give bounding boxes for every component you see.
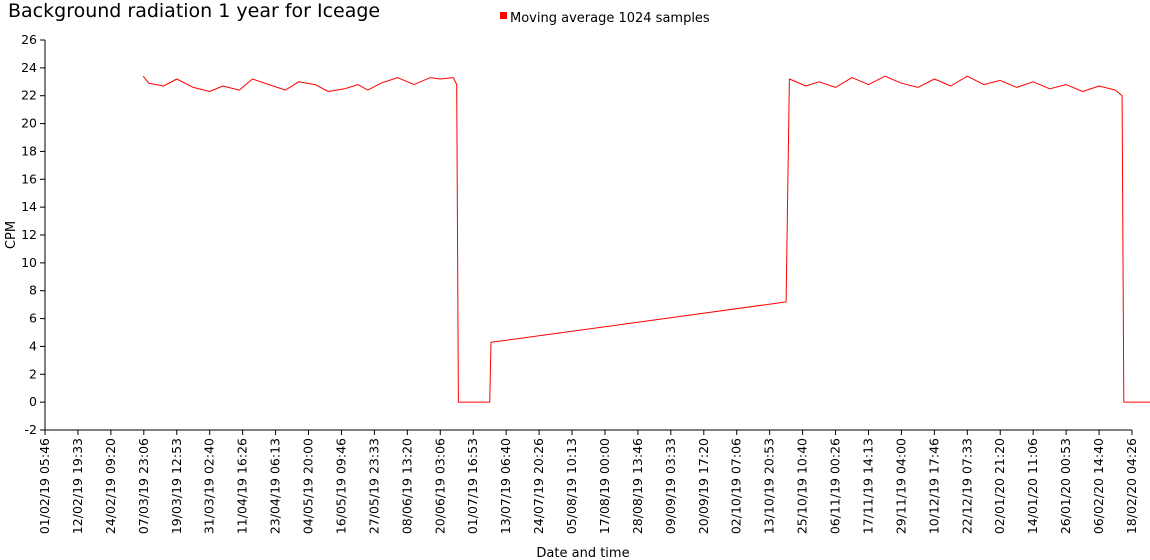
y-axis-label: CPM	[4, 221, 19, 249]
x-tick-label: 02/10/19 07:06	[729, 438, 744, 534]
x-tick-label: 01/07/19 16:53	[465, 438, 480, 534]
series-group	[142, 75, 1150, 403]
y-tick-label: 22	[21, 88, 37, 103]
x-tick-label: 06/02/20 14:40	[1091, 438, 1106, 534]
y-tick-label: 14	[21, 199, 37, 214]
x-tick-label: 20/06/19 03:06	[432, 438, 447, 534]
x-tick-label: 09/09/19 03:33	[663, 438, 678, 534]
x-tick-label: 13/10/19 20:53	[762, 438, 777, 534]
x-ticks: 01/02/19 05:46 12/02/19 19:33 24/02/19 09:…	[37, 430, 1139, 534]
x-tick-label: 17/11/19 14:13	[860, 438, 875, 534]
y-tick-label: 10	[21, 255, 37, 270]
x-tick-label: 04/05/19 20:00	[301, 438, 316, 534]
x-tick-label: 12/02/19 19:33	[70, 438, 85, 534]
x-tick-label: 10/12/19 17:46	[926, 438, 941, 534]
x-tick-label: 19/03/19 12:53	[169, 438, 184, 534]
x-tick-label: 26/01/20 00:53	[1058, 438, 1073, 534]
x-tick-label: 23/04/19 06:13	[268, 438, 283, 534]
x-tick-label: 18/02/20 04:26	[1124, 438, 1139, 534]
y-tick-label: -2	[25, 422, 37, 437]
x-axis-label: Date and time	[536, 546, 629, 560]
x-tick-label: 17/08/19 00:00	[597, 438, 612, 534]
x-tick-label: 13/07/19 06:40	[498, 438, 513, 534]
x-tick-label: 20/09/19 17:20	[696, 438, 711, 534]
x-tick-label: 06/11/19 00:26	[828, 438, 843, 534]
legend: Moving average 1024 samples	[500, 11, 710, 26]
x-tick-label: 27/05/19 23:33	[366, 438, 381, 534]
y-tick-label: 2	[29, 366, 37, 381]
x-tick-label: 05/08/19 10:13	[564, 438, 579, 534]
legend-swatch	[500, 12, 507, 19]
x-tick-label: 25/10/19 10:40	[795, 438, 810, 534]
x-tick-label: 22/12/19 07:33	[959, 438, 974, 534]
x-tick-label: 28/08/19 13:46	[630, 438, 645, 534]
x-tick-label: 31/03/19 02:40	[202, 438, 217, 534]
x-tick-label: 29/11/19 04:00	[893, 438, 908, 534]
y-tick-label: 24	[21, 60, 37, 75]
series-line	[142, 75, 1150, 403]
x-tick-label: 02/01/20 21:20	[992, 438, 1007, 534]
y-tick-label: 0	[29, 394, 37, 409]
x-tick-label: 07/03/19 23:06	[136, 438, 151, 534]
x-tick-label: 24/02/19 09:20	[103, 438, 118, 534]
y-tick-label: 4	[29, 338, 37, 353]
legend-label: Moving average 1024 samples	[510, 11, 710, 26]
y-tick-label: 26	[21, 32, 37, 47]
x-tick-label: 24/07/19 20:26	[531, 438, 546, 534]
x-tick-label: 08/06/19 13:20	[399, 438, 414, 534]
y-tick-label: 12	[21, 227, 37, 242]
x-tick-label: 11/04/19 16:26	[235, 438, 250, 534]
y-tick-label: 20	[21, 116, 37, 131]
y-tick-label: 8	[29, 283, 37, 298]
y-tick-label: 18	[21, 143, 37, 158]
x-tick-label: 01/02/19 05:46	[37, 438, 52, 534]
y-tick-label: 6	[29, 311, 37, 326]
x-tick-label: 14/01/20 11:06	[1025, 438, 1040, 534]
y-tick-label: 16	[21, 171, 37, 186]
x-tick-label: 16/05/19 09:46	[333, 438, 348, 534]
chart-title: Background radiation 1 year for Iceage	[8, 0, 380, 22]
